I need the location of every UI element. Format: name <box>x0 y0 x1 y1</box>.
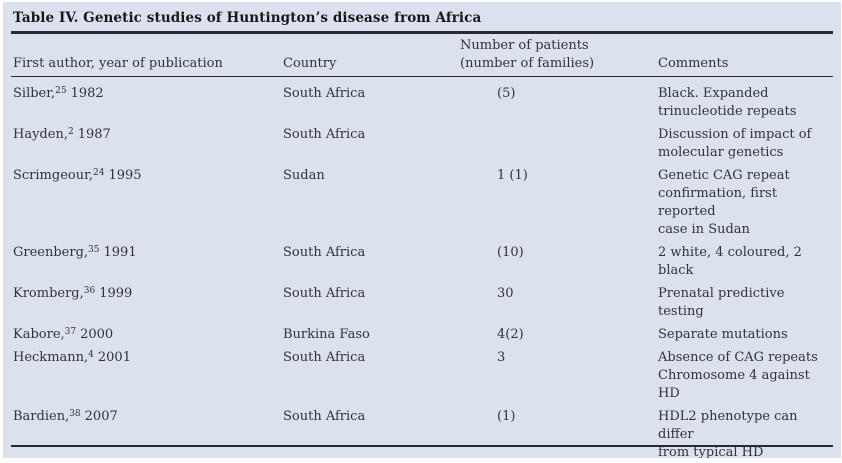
reference-superscript: 37 <box>64 326 77 337</box>
reference-superscript: 38 <box>69 408 81 419</box>
table-body: Silber,25 1982 South Africa (5) Black. Ex… <box>11 77 833 458</box>
country-cell: South Africa <box>283 127 366 142</box>
publication-year: 1999 <box>99 286 133 301</box>
author-cell: Greenberg,35 1991 <box>13 244 283 280</box>
table-row: Hayden,2 1987 South Africa Discussion of … <box>11 126 833 162</box>
table-row: Kromberg,36 1999 South Africa 30 Prenatal… <box>11 285 833 321</box>
table-row: Scrimgeour,24 1995 Sudan 1 (1) Genetic CA… <box>11 167 833 239</box>
country-cell: South Africa <box>283 409 366 424</box>
publication-year: 2001 <box>97 350 131 365</box>
author-cell: Silber,25 1982 <box>13 85 283 121</box>
comments-cell: Black. Expanded trinucleotide repeats <box>658 86 797 119</box>
patients-cell: 30 <box>497 286 514 301</box>
comments-cell: Absence of CAG repeats Chromosome 4 agai… <box>658 350 818 401</box>
table-title: Table IV. Genetic studies of Huntington’… <box>13 10 482 26</box>
reference-superscript: 4 <box>88 349 94 360</box>
comments-cell: Prenatal predictive testing <box>658 286 785 319</box>
table-row: Greenberg,35 1991 South Africa (10) 2 whi… <box>11 244 833 280</box>
genetic-studies-table: Table IV. Genetic studies of Huntington’… <box>3 2 841 458</box>
table-inner: Table IV. Genetic studies of Huntington’… <box>3 2 841 458</box>
author-cell: Kabore,37 2000 <box>13 326 283 344</box>
country-cell: Burkina Faso <box>283 327 370 342</box>
table-row: Kabore,37 2000 Burkina Faso 4(2) Separate… <box>11 326 833 344</box>
header-rule <box>11 75 833 77</box>
country-cell: South Africa <box>283 286 366 301</box>
publication-year: 2007 <box>84 409 118 424</box>
reference-superscript: 36 <box>83 285 96 296</box>
publication-year: 2000 <box>80 327 114 342</box>
reference-superscript: 25 <box>55 85 67 96</box>
col-header-patients: Number of patients (number of families) <box>460 37 658 73</box>
patients-cell: 4(2) <box>497 327 524 342</box>
table-row: Heckmann,4 2001 South Africa 3 Absence of… <box>11 349 833 403</box>
comments-cell: HDL2 phenotype can differ from typical H… <box>658 409 798 458</box>
publication-year: 1991 <box>103 245 137 260</box>
comments-cell: Discussion of impact of molecular geneti… <box>658 127 812 160</box>
col-header-comments: Comments <box>658 55 729 71</box>
table-row: Silber,25 1982 South Africa (5) Black. Ex… <box>11 85 833 121</box>
publication-year: 1987 <box>77 127 111 142</box>
author-name: Kabore, <box>13 327 65 342</box>
patients-cell: 1 (1) <box>497 168 528 183</box>
country-cell: South Africa <box>283 350 366 365</box>
author-cell: Kromberg,36 1999 <box>13 285 283 321</box>
col-header-author: First author, year of publication <box>13 55 223 71</box>
author-name: Hayden, <box>13 127 68 142</box>
patients-cell: (5) <box>497 86 516 101</box>
author-name: Heckmann, <box>13 350 89 365</box>
author-cell: Bardien,38 2007 <box>13 408 283 458</box>
patients-cell: (1) <box>497 409 516 424</box>
table-row: Bardien,38 2007 South Africa (1) HDL2 phe… <box>11 408 833 458</box>
author-cell: Heckmann,4 2001 <box>13 349 283 403</box>
author-name: Bardien, <box>13 409 70 424</box>
comments-cell: Separate mutations <box>658 327 788 342</box>
country-cell: South Africa <box>283 245 366 260</box>
reference-superscript: 35 <box>88 244 100 255</box>
table-header: First author, year of publication Countr… <box>11 34 833 76</box>
reference-superscript: 24 <box>93 167 105 178</box>
author-name: Silber, <box>13 86 56 101</box>
country-cell: Sudan <box>283 168 325 183</box>
publication-year: 1982 <box>70 86 104 101</box>
author-name: Greenberg, <box>13 245 89 260</box>
country-cell: South Africa <box>283 86 366 101</box>
title-rule <box>11 31 833 34</box>
publication-year: 1995 <box>108 168 142 183</box>
col-header-patients-line2: (number of families) <box>460 55 595 71</box>
patients-cell: 3 <box>497 350 506 365</box>
bottom-rule <box>11 445 833 447</box>
author-name: Scrimgeour, <box>13 168 94 183</box>
reference-superscript: 2 <box>67 126 74 137</box>
author-cell: Scrimgeour,24 1995 <box>13 167 283 239</box>
col-header-country: Country <box>283 55 337 71</box>
author-cell: Hayden,2 1987 <box>13 126 283 162</box>
patients-cell: (10) <box>497 245 524 260</box>
author-name: Kromberg, <box>13 286 84 301</box>
col-header-patients-line1: Number of patients <box>460 37 589 53</box>
comments-cell: 2 white, 4 coloured, 2 black <box>658 245 802 278</box>
patients-cell <box>460 126 658 162</box>
comments-cell: Genetic CAG repeat confirmation, first r… <box>658 168 790 237</box>
